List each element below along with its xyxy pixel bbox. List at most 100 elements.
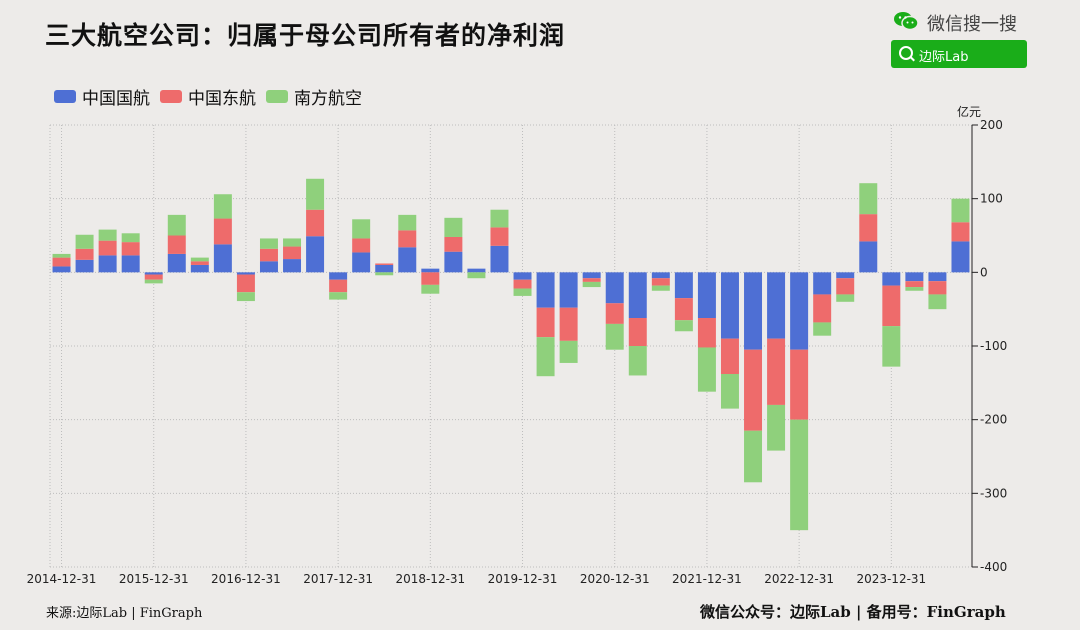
bar-segment [536,337,555,377]
bar-segment [605,272,624,304]
bar-segment [513,279,532,289]
bar-segment [52,257,71,267]
bar-segment [582,281,601,288]
x-tick-label: 2021-12-31 [672,572,742,586]
bar-segment [744,272,763,350]
bar-segment [651,278,670,286]
bar-segment [559,307,578,341]
legend-label: 南方航空 [294,89,362,109]
bar-segment [190,261,209,265]
bar-segment [121,242,140,256]
bar-segment [744,349,763,431]
x-tick-label: 2022-12-31 [764,572,834,586]
legend-swatch [160,90,182,103]
bar-segment [790,419,809,531]
legend-item[interactable]: 中国国航 [54,84,150,109]
bar-segment [98,255,117,273]
bar-segment [375,264,394,273]
y-tick-label: -400 [980,560,1007,574]
y-tick-label: 200 [980,118,1003,132]
bar-segment [398,214,417,231]
wechat-search-brand[interactable]: 微信搜一搜 [893,10,1033,35]
bar-segment [144,272,163,275]
bar-segment [167,235,186,254]
chart-legend: 中国国航 中国东航 南方航空 [54,84,362,109]
bar-segment [98,240,117,256]
bar-segment [444,217,463,237]
bar-segment [329,279,348,293]
bar-segment [75,259,94,273]
bar-segment [767,404,786,451]
bar-segment [882,272,901,286]
bar-segment [236,292,255,302]
legend-swatch [266,90,288,103]
search-button[interactable]: 边际Lab [891,40,1027,68]
bar-segment [283,246,302,260]
bar-segment [329,272,348,280]
x-tick-label: 2018-12-31 [395,572,465,586]
bar-segment [836,272,855,279]
bar-segment [859,183,878,215]
x-tick-label: 2016-12-31 [211,572,281,586]
bar-segment [882,326,901,367]
bar-segment [236,272,255,275]
y-tick-label: 100 [980,192,1003,206]
search-icon [899,46,913,60]
bar-segment [421,284,440,294]
y-tick-label: -200 [980,413,1007,427]
bar-segment [628,272,647,319]
bar-segment [905,272,924,282]
bar-segment [836,278,855,295]
bar-segment [859,241,878,273]
bar-segment [490,245,509,273]
legend-item[interactable]: 南方航空 [266,84,362,109]
bar-segment [283,259,302,273]
bar-segment [329,292,348,300]
bar-segment [697,347,716,392]
bar-segment [720,272,739,339]
x-tick-label: 2019-12-31 [488,572,558,586]
bar-segment [213,194,232,219]
bar-segment [283,238,302,247]
y-tick-label: -100 [980,339,1007,353]
bar-segment [905,281,924,288]
bar-segment [882,285,901,327]
bar-segment [651,285,670,291]
bar-segment [767,338,786,405]
bar-segment [813,322,832,336]
bar-segment [167,253,186,273]
bar-segment [928,294,947,310]
bar-segment [928,272,947,282]
bar-segment [582,272,601,279]
x-tick-label: 2023-12-31 [856,572,926,586]
bar-segment [144,274,163,280]
chart-title: 三大航空公司：归属于母公司所有者的净利润 [45,21,566,50]
bar-segment [167,214,186,236]
account-note: 微信公众号：边际Lab | 备用号：FinGraph [700,603,1006,621]
bar-segment [697,318,716,348]
bar-segment [75,248,94,260]
bar-segment [444,251,463,273]
bar-segment [790,272,809,350]
bar-segment [905,287,924,291]
bar-segment [813,294,832,323]
bar-segment [144,279,163,284]
bar-segment [605,303,624,324]
bar-segment [259,261,278,273]
legend-label: 中国东航 [188,89,256,109]
bar-segment [651,272,670,279]
bar-segment [720,373,739,409]
bar-segment [674,272,693,299]
bar-segment [559,340,578,363]
bar-segment [951,241,970,273]
bar-segment [720,338,739,374]
bar-segment [121,255,140,273]
bar-segment [190,264,209,273]
bar-segment [190,257,209,262]
bar-segment [306,209,325,237]
y-axis-unit: 亿元 [957,104,981,119]
bar-segment [213,218,232,245]
legend-item[interactable]: 中国东航 [160,84,256,109]
bar-segment [306,178,325,210]
bar-segment [352,238,371,253]
